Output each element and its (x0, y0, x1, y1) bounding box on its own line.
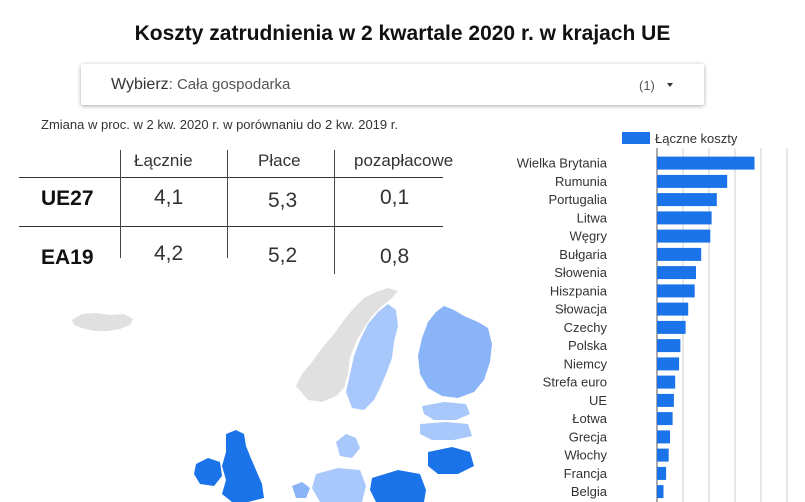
chart-bar[interactable] (657, 448, 669, 462)
chart-bar[interactable] (657, 320, 686, 334)
filter-selected-count: (1) (639, 78, 655, 93)
chart-bar[interactable] (657, 430, 670, 444)
chart-bar[interactable] (657, 339, 681, 353)
map-region-germany[interactable] (312, 468, 366, 502)
chart-category-label: Włochy (564, 448, 607, 463)
col-header-total: Łącznie (134, 151, 193, 170)
chart-category-label: Węgry (569, 229, 607, 244)
cell-ea19-wages: 5,2 (268, 244, 298, 267)
map-region-sweden[interactable] (346, 304, 398, 410)
summary-table: Łącznie Płace pozapłacowe UE27 4,1 5,3 0… (0, 0, 480, 280)
map-region-netherlands[interactable] (292, 482, 310, 498)
chart-category-label: Wielka Brytania (517, 156, 608, 171)
europe-map[interactable] (0, 282, 500, 502)
table-divider (19, 177, 443, 178)
map-region-estonia[interactable] (422, 402, 470, 420)
chart-category-labels: Wielka Brytania Rumunia Portugalia Litwa Węg… (517, 156, 608, 500)
chart-bar[interactable] (657, 229, 711, 243)
filter-label-text: Wybierz (111, 76, 169, 93)
chart-bar[interactable] (657, 266, 696, 280)
map-region-norway[interactable] (296, 288, 398, 402)
chart-bar[interactable] (657, 156, 755, 170)
chart-bars (657, 156, 755, 499)
cell-ue27-non-wage: 0,1 (380, 186, 410, 209)
table-column-divider (334, 150, 335, 274)
map-region-ireland[interactable] (194, 458, 222, 486)
chart-bar[interactable] (657, 357, 680, 371)
chart-bar[interactable] (657, 211, 712, 225)
chart-category-label: Polska (568, 338, 608, 353)
chart-category-label: Słowacja (555, 302, 608, 317)
chart-category-label: Belgia (571, 484, 608, 499)
map-region-uk[interactable] (222, 430, 264, 502)
chart-category-label: Hiszpania (550, 283, 608, 298)
chart-category-label: Francja (564, 466, 608, 481)
chart-bar[interactable] (657, 485, 664, 499)
table-subtitle: Zmiana w proc. w 2 kw. 2020 r. w porówna… (41, 117, 398, 132)
map-region-finland[interactable] (418, 306, 492, 398)
table-column-divider (120, 150, 121, 258)
legend-label: Łączne koszty (655, 131, 738, 146)
chart-category-label: Grecja (569, 429, 608, 444)
chart-bar[interactable] (657, 466, 667, 480)
chart-category-label: Litwa (577, 210, 608, 225)
chart-bar[interactable] (657, 193, 717, 207)
col-header-non-wage: pozapłacowe (354, 151, 454, 170)
map-region-poland[interactable] (370, 470, 426, 502)
chart-category-label: Łotwa (572, 411, 607, 426)
chart-category-label: UE (589, 393, 607, 408)
chart-category-label: Rumunia (555, 174, 608, 189)
chart-bar[interactable] (657, 302, 689, 316)
row-label-ea19: EA19 (41, 246, 94, 269)
filter-label: Wybierz: Cała gospodarka (111, 76, 290, 94)
chart-category-label: Strefa euro (543, 375, 607, 390)
chart-category-label: Niemcy (564, 356, 608, 371)
cell-ea19-total: 4,2 (154, 242, 184, 265)
map-region-denmark[interactable] (336, 434, 360, 458)
filter-value: : Cała gospodarka (168, 76, 291, 93)
chart-bar[interactable] (657, 174, 728, 188)
chart-bar[interactable] (657, 393, 674, 407)
cell-ue27-total: 4,1 (154, 186, 184, 209)
page-title: Koszty zatrudnienia w 2 kwartale 2020 r.… (134, 22, 671, 45)
table-divider (19, 226, 443, 227)
bar-chart[interactable]: Wielka Brytania Rumunia Portugalia Litwa Węg… (490, 148, 805, 502)
filter-dropdown[interactable]: Wybierz: Cała gospodarka (1) (81, 64, 704, 105)
chart-bar[interactable] (657, 247, 702, 261)
chart-category-label: Słowenia (554, 265, 608, 280)
chart-bar[interactable] (657, 375, 676, 389)
row-label-ue27: UE27 (41, 187, 94, 210)
chart-category-label: Bułgaria (559, 247, 607, 262)
map-region-lithuania[interactable] (428, 447, 474, 474)
chart-category-label: Czechy (564, 320, 608, 335)
map-region-iceland[interactable] (72, 313, 133, 331)
chart-bar[interactable] (657, 284, 695, 298)
chart-category-label: Portugalia (548, 192, 607, 207)
col-header-wages: Płace (258, 151, 301, 170)
cell-ue27-wages: 5,3 (268, 189, 298, 212)
map-region-latvia[interactable] (420, 422, 472, 440)
cell-ea19-non-wage: 0,8 (380, 245, 410, 268)
chart-bar[interactable] (657, 412, 673, 426)
table-column-divider (227, 150, 228, 258)
legend-swatch (622, 132, 650, 144)
caret-down-icon[interactable] (667, 83, 673, 87)
